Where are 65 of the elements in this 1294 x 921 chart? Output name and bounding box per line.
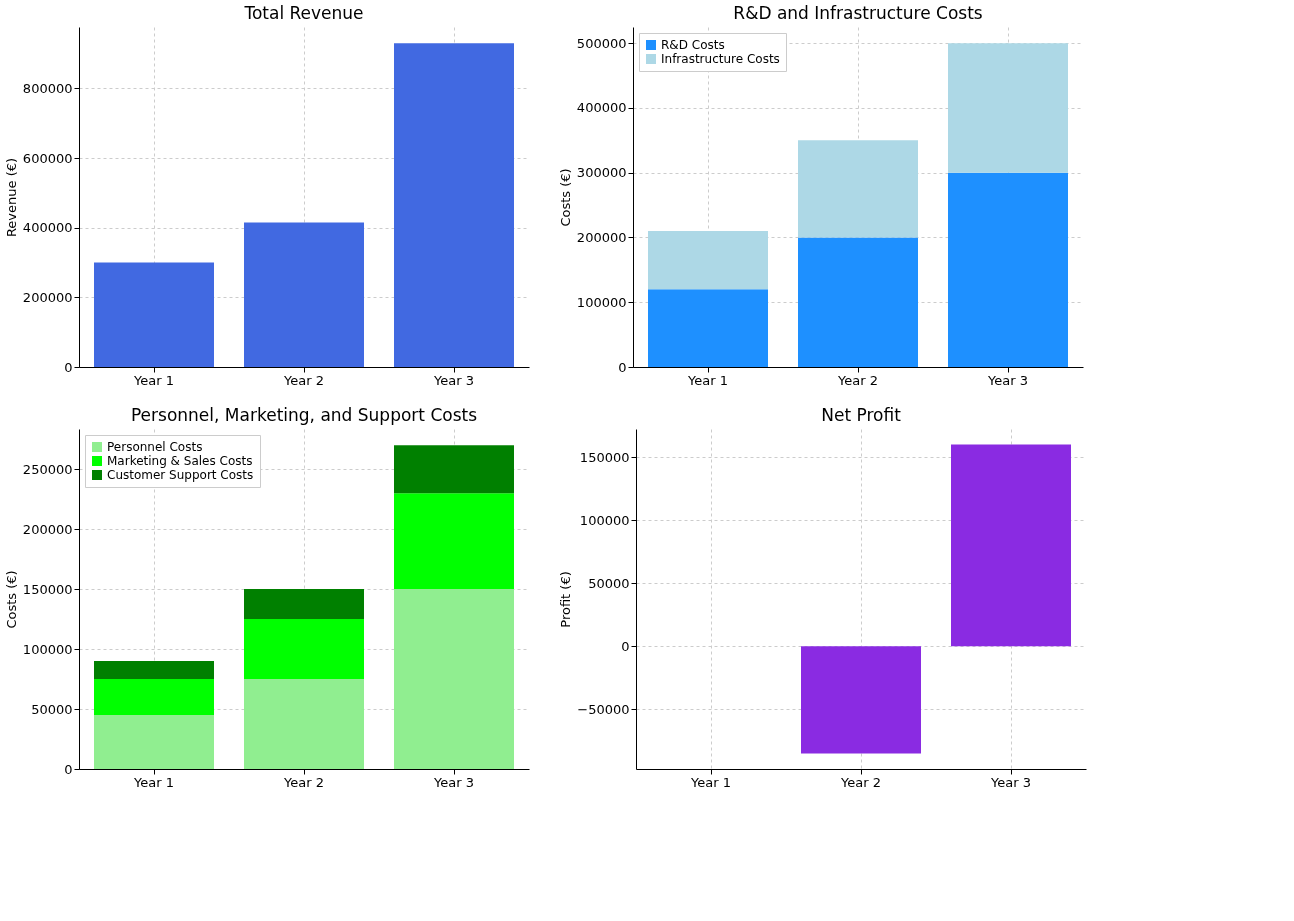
bar xyxy=(94,679,214,716)
x-tick-label: Year 1 xyxy=(687,372,728,388)
x-tick-label: Year 2 xyxy=(837,372,878,388)
bar xyxy=(244,619,364,680)
x-tick-label: Year 1 xyxy=(133,372,174,388)
x-tick-label: Year 3 xyxy=(433,372,474,388)
chart-title: Total Revenue xyxy=(243,3,364,23)
y-tick-label: 800000 xyxy=(22,80,73,96)
bar xyxy=(244,589,364,620)
bar xyxy=(394,445,514,494)
x-tick-label: Year 2 xyxy=(283,774,324,790)
y-tick-label: −50000 xyxy=(577,701,630,717)
y-tick-label: 150000 xyxy=(579,449,630,465)
x-tick-label: Year 3 xyxy=(990,774,1031,790)
y-tick-label: 200000 xyxy=(22,289,73,305)
y-tick-label: 50000 xyxy=(588,575,630,591)
x-tick-label: Year 2 xyxy=(283,372,324,388)
bar xyxy=(798,140,918,238)
bar xyxy=(394,43,514,367)
chart-title: Net Profit xyxy=(821,405,902,425)
y-axis-title: Profit (€) xyxy=(558,571,574,628)
y-tick-label: 400000 xyxy=(22,220,73,236)
bar xyxy=(648,289,768,367)
chart-title: R&D and Infrastructure Costs xyxy=(733,3,983,23)
legend-label: Infrastructure Costs xyxy=(661,52,780,66)
bar xyxy=(244,222,364,367)
y-tick-label: 500000 xyxy=(576,35,627,51)
y-tick-label: 0 xyxy=(64,761,73,777)
y-tick-label: 100000 xyxy=(22,641,73,657)
bar xyxy=(648,231,768,290)
x-tick-label: Year 3 xyxy=(433,774,474,790)
x-tick-label: Year 1 xyxy=(133,774,174,790)
bar xyxy=(798,237,918,367)
bar xyxy=(948,172,1068,367)
y-tick-label: 100000 xyxy=(576,294,627,310)
legend-label: R&D Costs xyxy=(661,38,725,52)
bar xyxy=(244,679,364,769)
y-tick-label: 600000 xyxy=(22,150,73,166)
y-tick-label: 100000 xyxy=(579,512,630,528)
bar xyxy=(94,715,214,769)
x-tick-label: Year 2 xyxy=(840,774,881,790)
x-tick-label: Year 1 xyxy=(690,774,731,790)
legend-label: Personnel Costs xyxy=(107,440,203,454)
y-tick-label: 0 xyxy=(621,638,630,654)
chart-title: Personnel, Marketing, and Support Costs xyxy=(130,405,478,425)
y-tick-label: 400000 xyxy=(576,100,627,116)
bar xyxy=(94,262,214,367)
bar xyxy=(394,493,514,590)
y-axis-title: Costs (€) xyxy=(3,570,19,629)
legend-label: Customer Support Costs xyxy=(107,468,254,482)
bar xyxy=(394,589,514,769)
y-tick-label: 150000 xyxy=(22,581,73,597)
bar xyxy=(94,661,214,680)
bar xyxy=(948,43,1068,173)
y-tick-label: 250000 xyxy=(22,461,73,477)
x-tick-label: Year 3 xyxy=(987,372,1028,388)
y-tick-label: 300000 xyxy=(576,165,627,181)
y-tick-label: 200000 xyxy=(22,521,73,537)
legend-label: Marketing & Sales Costs xyxy=(107,454,253,468)
y-axis-title: Costs (€) xyxy=(557,168,573,227)
y-tick-label: 0 xyxy=(64,359,73,375)
y-tick-label: 200000 xyxy=(576,229,627,245)
y-tick-label: 50000 xyxy=(31,701,73,717)
y-axis-title: Revenue (€) xyxy=(3,157,19,238)
y-tick-label: 0 xyxy=(618,359,627,375)
